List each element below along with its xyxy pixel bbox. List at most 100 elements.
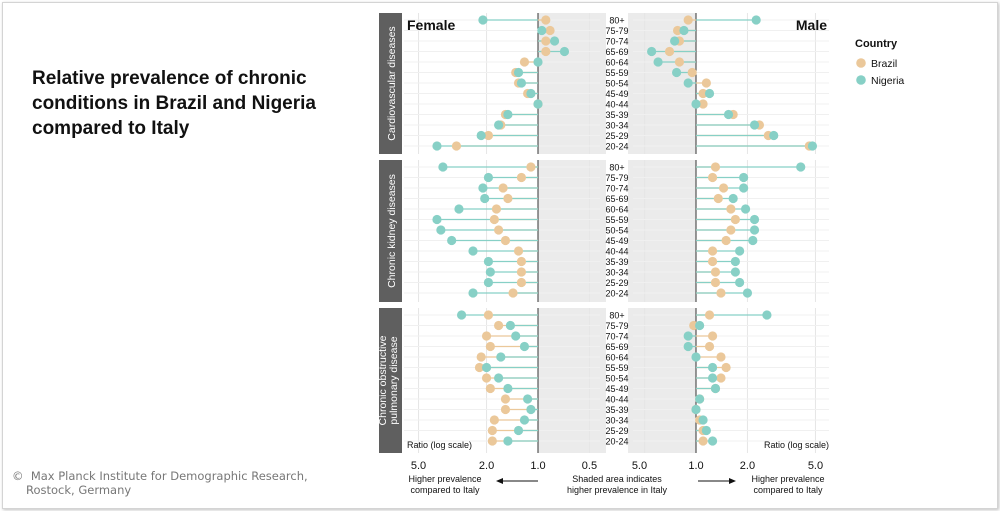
data-point-brazil — [707, 256, 718, 267]
data-point-nigeria — [483, 172, 494, 183]
data-point-brazil — [716, 288, 726, 298]
data-point-brazil — [489, 415, 499, 425]
age-group-label: 50-54 — [605, 226, 628, 236]
data-point-brazil — [541, 46, 551, 57]
annotation-center-line1: Shaded area indicates — [572, 474, 662, 484]
data-point-brazil — [474, 362, 485, 373]
data-point-brazil — [503, 193, 513, 204]
data-point-nigeria — [526, 404, 536, 415]
panel-title-female: Female — [407, 17, 455, 33]
data-point-brazil — [508, 288, 518, 298]
female-italy-shade — [538, 160, 607, 302]
data-point-brazil — [513, 246, 524, 256]
age-group-label: 40-44 — [605, 395, 628, 405]
age-group-label: 45-49 — [605, 384, 628, 394]
data-point-brazil — [516, 256, 527, 267]
data-point-brazil — [716, 352, 726, 362]
data-point-nigeria — [511, 331, 521, 341]
age-group-label: 80+ — [609, 16, 624, 26]
data-point-nigeria — [749, 120, 760, 130]
data-point-nigeria — [456, 310, 467, 320]
data-point-nigeria — [740, 204, 751, 214]
data-point-nigeria — [533, 99, 543, 109]
arrow-left-head — [496, 478, 503, 484]
age-group-label: 30-34 — [605, 416, 628, 426]
data-point-nigeria — [751, 15, 761, 25]
data-point-nigeria — [432, 141, 442, 151]
arrow-right-head — [729, 478, 736, 484]
data-point-nigeria — [526, 88, 536, 99]
data-point-brazil — [704, 310, 715, 320]
data-point-brazil — [500, 394, 511, 404]
annotation-left-line1: Higher prevalence — [408, 474, 481, 484]
data-point-brazil — [481, 331, 492, 341]
female-italy-shade — [538, 308, 607, 453]
data-point-nigeria — [503, 383, 513, 394]
age-group-label: 70-74 — [605, 332, 628, 342]
data-point-nigeria — [516, 78, 527, 88]
data-point-brazil — [476, 352, 486, 362]
data-point-brazil — [519, 57, 530, 67]
age-group-label: 80+ — [609, 311, 624, 321]
facet-label: Chronic obstructive — [377, 335, 389, 425]
legend-label-brazil: Brazil — [871, 58, 897, 70]
data-point-brazil — [707, 331, 718, 341]
data-point-brazil — [726, 225, 736, 235]
data-point-nigeria — [707, 436, 718, 446]
female-tick-label: 5.0 — [411, 460, 426, 472]
data-point-brazil — [707, 172, 718, 183]
data-point-brazil — [541, 15, 551, 25]
data-point-brazil — [494, 320, 504, 331]
age-group-label: 65-69 — [605, 342, 628, 352]
data-point-brazil — [683, 15, 693, 25]
data-point-brazil — [710, 277, 721, 288]
facet-strip — [379, 308, 402, 453]
data-point-nigeria — [438, 162, 448, 172]
data-point-nigeria — [749, 214, 760, 225]
data-point-nigeria — [735, 246, 745, 256]
data-point-brazil — [516, 267, 527, 277]
data-point-brazil — [516, 172, 527, 183]
panel-title-male: Male — [796, 17, 827, 33]
data-point-nigeria — [483, 277, 494, 288]
age-group-label: 40-44 — [605, 247, 628, 257]
data-point-nigeria — [483, 256, 494, 267]
data-point-nigeria — [533, 57, 543, 67]
facet-label: pulmonary disease — [388, 336, 400, 424]
male-tick-label: 5.0 — [632, 460, 647, 472]
age-group-label: 40-44 — [605, 100, 628, 110]
male-tick-label: 5.0 — [808, 460, 823, 472]
data-point-brazil — [721, 362, 731, 373]
data-point-nigeria — [749, 225, 760, 235]
data-point-nigeria — [670, 36, 680, 46]
facet-label: Chronic kidney diseases — [386, 174, 398, 288]
data-point-nigeria — [701, 425, 711, 436]
female-tick-label: 0.5 — [582, 460, 597, 472]
age-group-label: 45-49 — [605, 89, 628, 99]
data-point-nigeria — [735, 277, 745, 288]
data-point-nigeria — [739, 172, 749, 183]
data-point-brazil — [485, 383, 495, 394]
data-point-brazil — [721, 235, 731, 246]
age-group-label: 55-59 — [605, 68, 628, 78]
data-point-nigeria — [730, 256, 740, 267]
age-group-label: 20-24 — [605, 289, 628, 299]
data-point-brazil — [698, 88, 708, 99]
data-point-nigeria — [468, 288, 478, 298]
age-group-label: 60-64 — [605, 353, 628, 363]
male-italy-shade — [627, 308, 696, 453]
facet-label: Cardiovascular diseases — [386, 26, 398, 140]
female-tick-label: 2.0 — [479, 460, 494, 472]
data-point-nigeria — [653, 57, 663, 67]
age-group-label: 50-54 — [605, 79, 628, 89]
data-point-brazil — [698, 99, 708, 109]
age-group-label: 75-79 — [605, 321, 628, 331]
male-tick-label: 1.0 — [688, 460, 703, 472]
male-tick-label: 2.0 — [740, 460, 755, 472]
data-point-nigeria — [503, 109, 513, 120]
age-group-label: 20-24 — [605, 142, 628, 152]
data-point-nigeria — [698, 415, 708, 425]
credit-line-1: Max Planck Institute for Demographic Res… — [30, 469, 308, 483]
data-point-nigeria — [476, 130, 486, 141]
age-group-label: 30-34 — [605, 121, 628, 131]
